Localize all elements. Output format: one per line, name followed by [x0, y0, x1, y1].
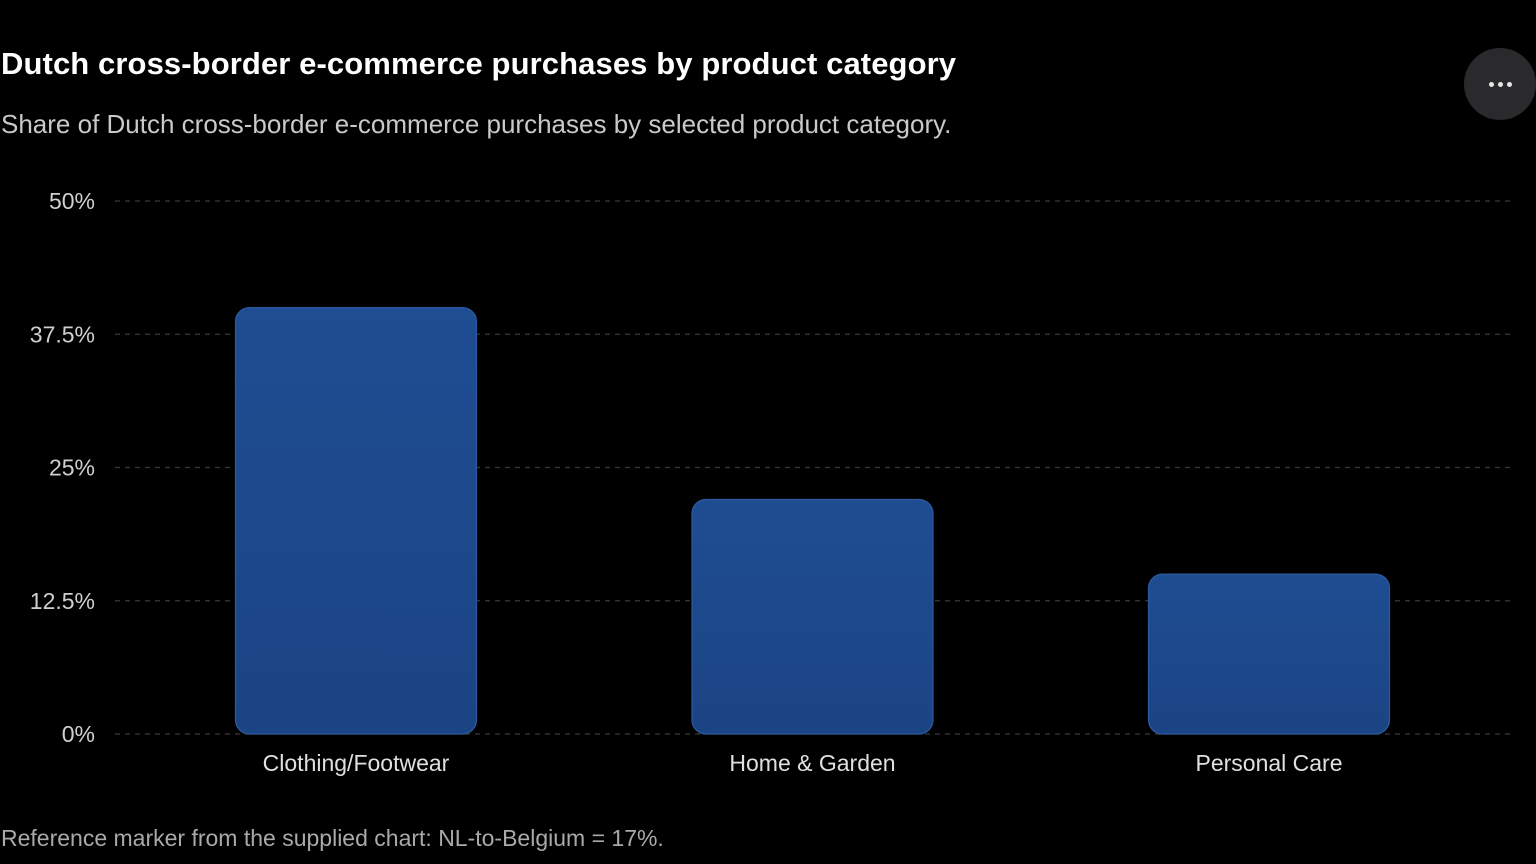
y-tick-label: 12.5%: [30, 588, 95, 614]
y-tick-label: 50%: [49, 188, 95, 214]
more-options-button[interactable]: [1464, 48, 1536, 120]
y-tick-label: 0%: [62, 721, 95, 747]
x-category-label: Home & Garden: [729, 750, 895, 776]
y-tick-label: 37.5%: [30, 321, 95, 347]
x-axis-category-labels: Clothing/Footwear Home & Garden Personal C…: [263, 750, 1343, 776]
footnote: Reference marker from the supplied chart…: [1, 825, 664, 851]
bars: [234, 307, 1391, 735]
y-axis-tick-labels: 0% 12.5% 25% 37.5% 50%: [30, 188, 95, 747]
x-category-label: Clothing/Footwear: [263, 750, 450, 776]
bar-clothing-footwear[interactable]: [234, 307, 478, 735]
x-category-label: Personal Care: [1195, 750, 1342, 776]
y-tick-label: 25%: [49, 455, 95, 481]
bar-home-garden[interactable]: [691, 498, 934, 735]
chart-subtitle: Share of Dutch cross-border e-commerce p…: [1, 109, 952, 139]
bar-personal-care[interactable]: [1147, 573, 1391, 735]
ellipsis-horizontal-icon: [1488, 81, 1512, 87]
chart-title: Dutch cross-border e-commerce purchases …: [1, 46, 957, 81]
